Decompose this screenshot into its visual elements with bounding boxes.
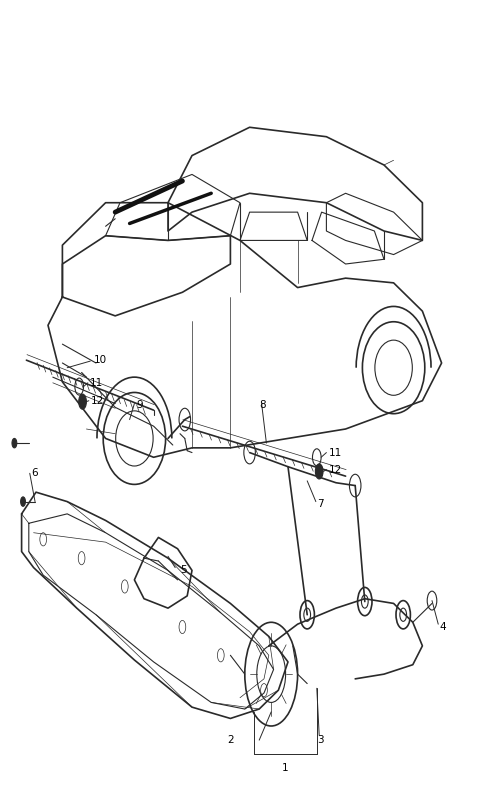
Text: 5: 5 [180,565,187,576]
Circle shape [21,497,25,506]
Circle shape [12,439,17,447]
Text: 4: 4 [439,622,446,632]
Text: 12: 12 [329,465,342,474]
Circle shape [79,394,86,409]
Text: 11: 11 [90,378,104,388]
Text: 3: 3 [317,735,324,745]
Text: 2: 2 [227,735,234,745]
Text: 10: 10 [94,355,107,365]
Text: 9: 9 [137,401,144,410]
Text: 1: 1 [282,763,289,774]
Text: 7: 7 [317,500,324,509]
Circle shape [315,464,323,479]
Text: 8: 8 [259,401,266,410]
Text: 12: 12 [91,396,105,406]
Text: 6: 6 [31,468,38,478]
Text: 11: 11 [329,447,342,458]
